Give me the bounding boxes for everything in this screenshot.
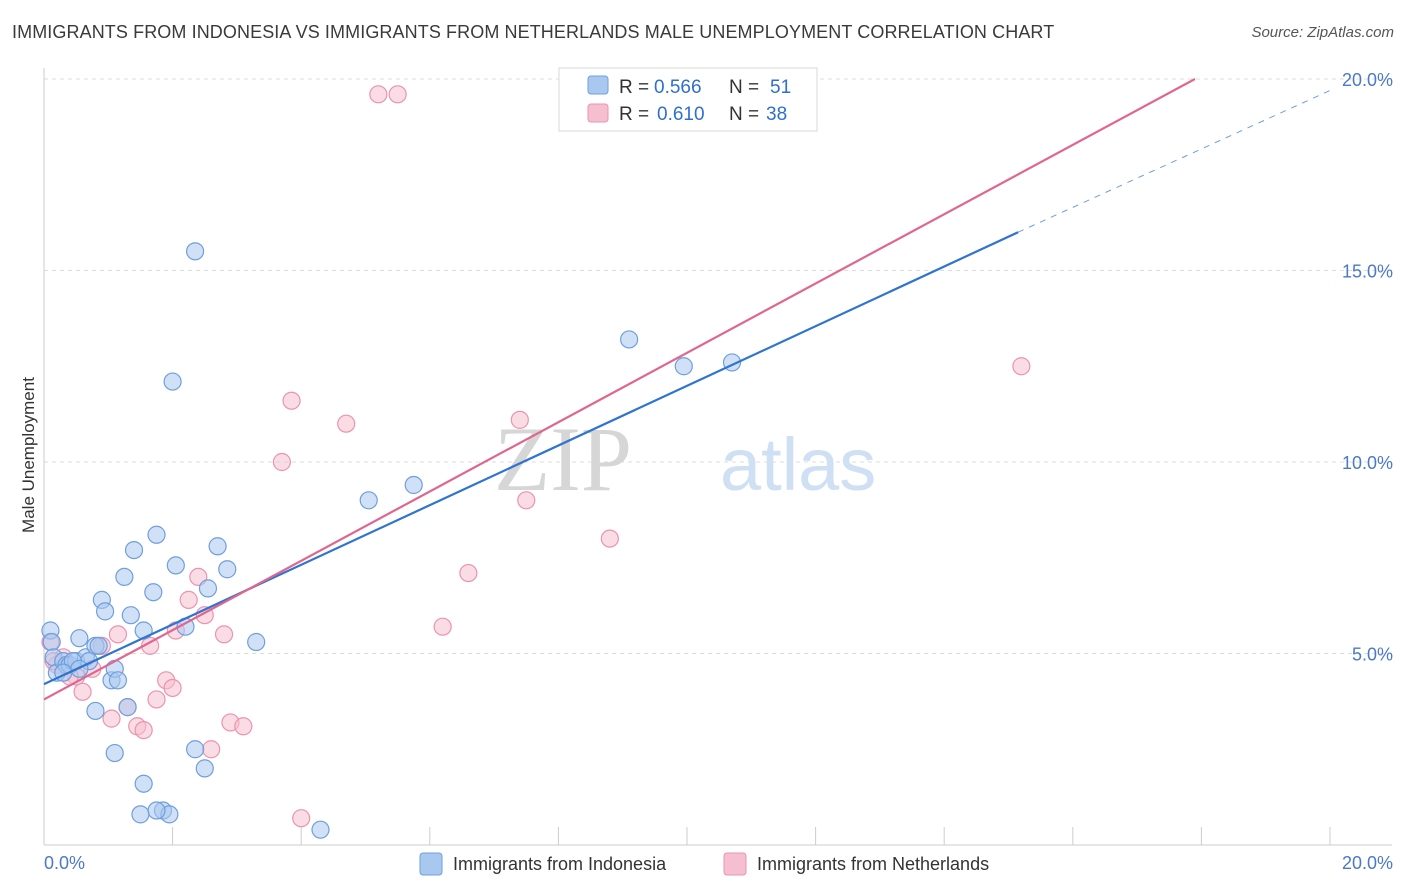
indonesia-point-47 [131, 805, 150, 824]
indonesia-point-29 [186, 242, 205, 261]
y-tick-label-0: 5.0% [1352, 645, 1393, 665]
indonesia-point-26 [163, 372, 182, 391]
x-tick-right: 20.0% [1342, 853, 1393, 873]
indonesia-point-42 [105, 743, 124, 763]
indonesia-point-12 [89, 636, 108, 655]
indonesia-point-41 [134, 774, 153, 793]
watermark: ZIP atlas [494, 408, 876, 510]
legend-n-value-2: 38 [766, 104, 787, 125]
legend-swatch-indonesia [587, 75, 609, 95]
netherlands-point-23 [234, 717, 253, 736]
indonesia-point-1 [42, 632, 61, 652]
netherlands-point-8 [108, 625, 128, 644]
y-tick-label-3: 20.0% [1342, 70, 1393, 90]
legend-r-label-1: R = [619, 77, 649, 98]
indonesia-point-14 [95, 602, 115, 621]
indonesia-point-36 [404, 475, 423, 495]
legend-n-value-1: 51 [770, 77, 791, 98]
indonesia-trend-extension [1017, 90, 1331, 233]
legend-label-netherlands: Immigrants from Netherlands [757, 854, 989, 874]
trend-lines [43, 78, 1331, 701]
indonesia-point-20 [124, 540, 144, 560]
netherlands-point-4 [73, 682, 92, 701]
legend-r-label-2: R = [619, 104, 649, 125]
netherlands-point-34 [600, 529, 619, 548]
x-tick-left: 0.0% [44, 853, 85, 873]
netherlands-point-35 [1012, 357, 1031, 376]
indonesia-point-8 [70, 629, 89, 648]
indonesia-point-43 [86, 701, 105, 721]
indonesia-points [41, 242, 742, 839]
grid [44, 78, 1392, 654]
indonesia-point-30 [198, 579, 218, 598]
indonesia-point-18 [115, 567, 134, 587]
legend-swatch-netherlands-bottom [723, 852, 747, 876]
chart-title: IMMIGRANTS FROM INDONESIA VS IMMIGRANTS … [12, 22, 1055, 42]
netherlands-point-24 [272, 452, 292, 472]
y-tick-label-2: 15.0% [1342, 262, 1393, 282]
source-label: Source: ZipAtlas.com [1251, 24, 1394, 41]
netherlands-point-28 [369, 85, 388, 104]
indonesia-point-37 [620, 330, 639, 349]
indonesia-point-31 [208, 537, 227, 556]
indonesia-point-40 [147, 801, 166, 820]
netherlands-point-13 [147, 690, 166, 709]
y-tick-label-1: 10.0% [1342, 453, 1393, 473]
indonesia-point-21 [134, 621, 153, 640]
indonesia-point-19 [121, 606, 140, 625]
series-legend: Immigrants from Indonesia Immigrants fro… [419, 852, 989, 876]
indonesia-point-33 [247, 632, 266, 652]
indonesia-point-44 [118, 698, 137, 717]
indonesia-trend-line [43, 231, 1019, 686]
netherlands-point-31 [459, 563, 478, 583]
indonesia-point-38 [674, 357, 693, 376]
netherlands-point-25 [282, 391, 301, 410]
netherlands-point-33 [517, 491, 536, 510]
axes [43, 68, 1392, 846]
correlation-legend: R = 0.566 N = 51 R = 0.610 N = 38 [558, 67, 818, 132]
indonesia-point-17 [108, 671, 128, 690]
netherlands-point-15 [163, 678, 182, 698]
legend-swatch-indonesia-bottom [419, 852, 443, 876]
legend-n-label-1: N = [729, 77, 759, 98]
watermark-atlas: atlas [720, 423, 876, 506]
netherlands-point-21 [214, 625, 234, 644]
indonesia-point-23 [147, 525, 166, 544]
legend-label-indonesia: Immigrants from Indonesia [453, 854, 667, 874]
y-tick-labels: 5.0% 10.0% 15.0% 20.0% [1342, 70, 1393, 665]
netherlands-point-29 [388, 85, 407, 104]
indonesia-point-27 [166, 556, 185, 575]
legend-r-value-2: 0.610 [657, 104, 705, 125]
netherlands-point-20 [202, 740, 221, 759]
netherlands-point-11 [134, 720, 153, 740]
netherlands-point-26 [292, 809, 311, 828]
netherlands-trend-line [43, 78, 1196, 701]
netherlands-point-27 [337, 414, 356, 433]
netherlands-point-7 [102, 709, 121, 728]
indonesia-point-45 [186, 740, 205, 759]
indonesia-point-35 [359, 491, 378, 510]
legend-n-label-2: N = [729, 104, 759, 125]
indonesia-point-46 [195, 759, 214, 778]
indonesia-point-22 [144, 583, 163, 602]
netherlands-point-32 [510, 410, 529, 429]
netherlands-point-17 [179, 590, 198, 609]
indonesia-point-32 [218, 560, 237, 579]
legend-r-value-1: 0.566 [654, 77, 702, 98]
y-axis-label: Male Unemployment [19, 377, 38, 533]
indonesia-point-34 [311, 820, 330, 839]
legend-swatch-netherlands [587, 103, 609, 123]
netherlands-point-30 [433, 617, 452, 636]
